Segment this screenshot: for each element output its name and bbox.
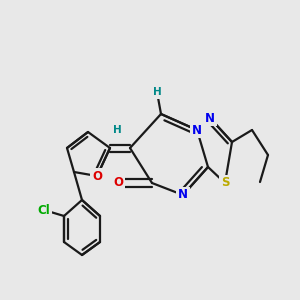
Text: N: N — [178, 188, 188, 202]
Text: O: O — [92, 169, 102, 182]
Text: O: O — [113, 176, 123, 190]
Text: H: H — [153, 87, 161, 97]
Text: Cl: Cl — [38, 203, 50, 217]
Text: N: N — [205, 112, 215, 124]
Text: N: N — [192, 124, 202, 136]
Text: S: S — [221, 176, 229, 190]
Text: H: H — [112, 125, 122, 135]
